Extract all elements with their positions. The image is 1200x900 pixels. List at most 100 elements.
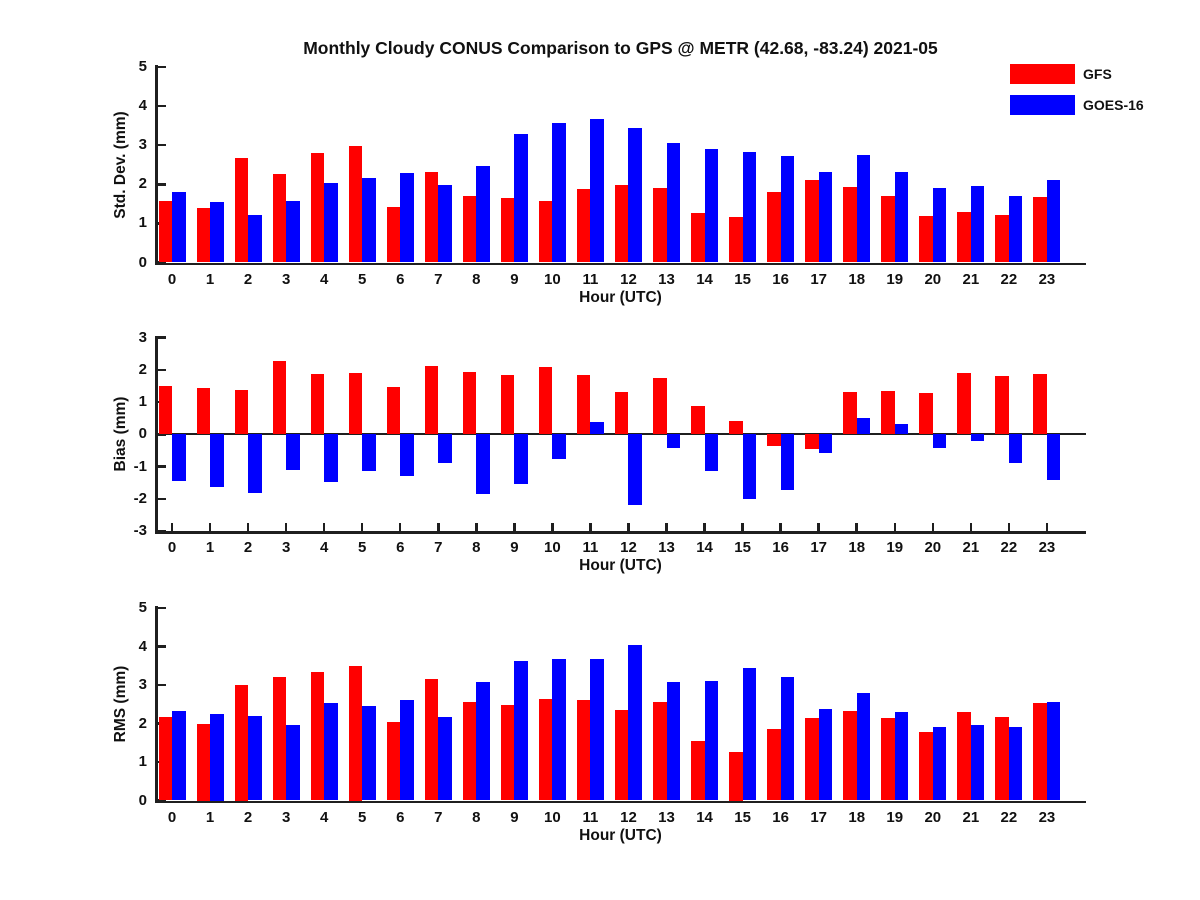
y-tick xyxy=(157,465,166,468)
bar-gfs xyxy=(576,700,591,801)
bar-goes16 xyxy=(286,725,300,801)
bar-goes16 xyxy=(856,418,871,435)
bar-gfs xyxy=(500,705,515,801)
x-tick-label: 0 xyxy=(167,808,177,826)
y-tick-label: 0 xyxy=(138,425,147,443)
x-tick-label: 23 xyxy=(1038,539,1056,556)
x-tick-label: 12 xyxy=(620,270,637,288)
bar-gfs xyxy=(386,387,401,435)
y-tick xyxy=(157,497,166,500)
x-tick xyxy=(589,523,592,531)
bar-gfs xyxy=(729,752,743,801)
bar-gfs xyxy=(538,699,553,801)
bar-goes16 xyxy=(400,173,414,263)
x-tick-label: 3 xyxy=(281,539,291,556)
x-tick-label: 4 xyxy=(319,808,329,826)
x-tick xyxy=(208,523,212,531)
y-axis xyxy=(155,606,158,803)
bar-goes16 xyxy=(590,421,604,435)
x-tick-label: 15 xyxy=(734,808,751,826)
bar-gfs xyxy=(729,421,743,435)
bar-goes16 xyxy=(1046,702,1061,801)
bar-gfs xyxy=(805,434,819,449)
x-tick-label: 17 xyxy=(810,539,828,556)
x-tick-label: 2 xyxy=(243,808,253,826)
bar-goes16 xyxy=(362,178,376,263)
x-tick-label: 7 xyxy=(434,270,443,288)
bar-goes16 xyxy=(476,682,490,801)
bar-gfs xyxy=(234,158,249,263)
x-tick-label: 14 xyxy=(696,539,713,556)
bar-goes16 xyxy=(286,434,300,471)
bar-goes16 xyxy=(628,434,642,505)
bar-goes16 xyxy=(666,434,681,448)
x-tick-label: 13 xyxy=(658,808,675,826)
bar-gfs xyxy=(386,722,401,801)
bar-goes16 xyxy=(476,166,490,263)
bar-gfs xyxy=(995,716,1009,801)
bar-gfs xyxy=(919,392,933,435)
y-tick xyxy=(157,799,166,802)
bar-goes16 xyxy=(856,154,871,263)
bar-gfs xyxy=(576,374,591,435)
x-tick xyxy=(551,523,554,531)
x-axis-title: Hour (UTC) xyxy=(579,288,662,306)
bar-goes16 xyxy=(514,434,528,485)
bar-goes16 xyxy=(210,201,224,263)
y-tick-label: 3 xyxy=(138,328,147,346)
bar-gfs xyxy=(843,187,857,263)
bar-gfs xyxy=(767,434,781,447)
bar-gfs xyxy=(310,374,325,435)
x-tick-label: 16 xyxy=(772,270,789,288)
bar-goes16 xyxy=(400,699,414,801)
x-tick-label: 8 xyxy=(472,270,481,288)
bar-gfs xyxy=(196,723,211,801)
bar-gfs xyxy=(614,391,629,435)
y-axis-title: Std. Dev. (mm) xyxy=(112,111,129,219)
bar-goes16 xyxy=(818,434,833,453)
y-tick xyxy=(157,645,166,648)
x-tick-label: 22 xyxy=(1000,270,1018,288)
y-tick xyxy=(157,336,166,339)
y-tick xyxy=(157,722,166,725)
bar-gfs xyxy=(995,215,1009,263)
y-tick-label: 3 xyxy=(138,136,147,154)
x-axis-title: Hour (UTC) xyxy=(579,826,662,844)
bar-gfs xyxy=(1033,373,1047,435)
x-tick-label: 21 xyxy=(962,539,980,556)
y-tick-label: -2 xyxy=(133,489,147,507)
y-tick xyxy=(157,433,166,436)
x-tick xyxy=(1045,523,1049,531)
bar-goes16 xyxy=(324,183,338,263)
bar-goes16 xyxy=(1046,180,1061,263)
bar-goes16 xyxy=(894,423,909,435)
bar-gfs xyxy=(462,701,477,801)
x-tick-label: 5 xyxy=(358,808,367,826)
x-tick-label: 7 xyxy=(434,539,443,556)
x-tick xyxy=(246,523,250,531)
x-tick-label: 1 xyxy=(205,270,215,288)
bar-goes16 xyxy=(932,434,947,448)
bar-gfs xyxy=(1033,197,1047,263)
bar-gfs xyxy=(272,676,287,801)
x-tick-label: 10 xyxy=(544,270,561,288)
bar-gfs xyxy=(462,196,477,263)
bar-goes16 xyxy=(856,693,871,801)
bar-gfs xyxy=(614,185,629,263)
y-tick xyxy=(157,400,166,404)
bar-gfs xyxy=(653,701,667,801)
x-tick-label: 21 xyxy=(962,270,980,288)
y-axis-title: RMS (mm) xyxy=(112,665,129,743)
x-tick-label: 20 xyxy=(924,539,942,556)
x-tick-label: 0 xyxy=(167,270,177,288)
bar-goes16 xyxy=(552,122,566,263)
bar-goes16 xyxy=(514,660,528,801)
bar-gfs xyxy=(234,389,249,435)
x-tick-label: 19 xyxy=(886,808,904,826)
x-tick-label: 6 xyxy=(396,270,405,288)
bar-gfs xyxy=(805,180,819,263)
bar-gfs xyxy=(538,366,553,435)
bar-gfs xyxy=(957,711,971,801)
x-tick-label: 2 xyxy=(243,539,253,556)
